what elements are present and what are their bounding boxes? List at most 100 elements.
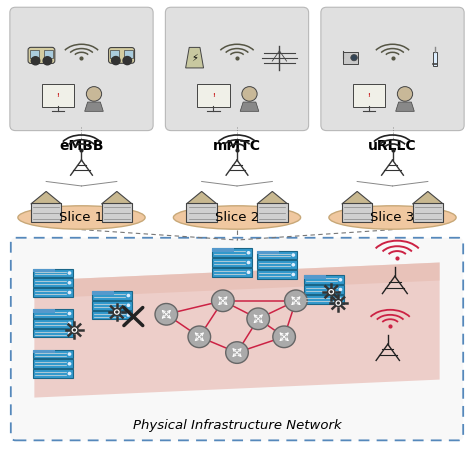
FancyBboxPatch shape [33, 288, 73, 297]
FancyBboxPatch shape [212, 258, 252, 267]
Circle shape [127, 304, 130, 307]
FancyBboxPatch shape [92, 311, 132, 319]
Polygon shape [240, 102, 259, 111]
Circle shape [115, 310, 118, 313]
Polygon shape [85, 102, 103, 111]
Circle shape [338, 298, 342, 301]
Ellipse shape [173, 206, 301, 229]
FancyBboxPatch shape [33, 369, 73, 378]
Circle shape [86, 87, 101, 101]
Circle shape [68, 291, 72, 294]
Circle shape [68, 372, 72, 376]
FancyBboxPatch shape [10, 7, 153, 130]
Circle shape [155, 304, 178, 325]
Circle shape [68, 271, 72, 275]
FancyBboxPatch shape [257, 203, 288, 222]
Text: !: ! [56, 93, 59, 98]
FancyBboxPatch shape [353, 84, 385, 107]
Circle shape [246, 270, 250, 274]
Text: Slice 3: Slice 3 [370, 211, 415, 224]
Circle shape [68, 331, 72, 335]
Circle shape [73, 328, 76, 332]
FancyBboxPatch shape [342, 203, 373, 222]
Text: Slice 2: Slice 2 [215, 211, 259, 224]
Polygon shape [396, 102, 414, 111]
Text: !: ! [367, 93, 370, 98]
Text: eMBB: eMBB [59, 139, 104, 153]
Ellipse shape [329, 206, 456, 229]
Text: mMTC: mMTC [213, 139, 261, 153]
Circle shape [127, 313, 130, 317]
Circle shape [43, 57, 52, 65]
FancyBboxPatch shape [92, 291, 114, 294]
FancyBboxPatch shape [28, 48, 55, 63]
FancyBboxPatch shape [101, 203, 132, 222]
FancyBboxPatch shape [257, 251, 297, 260]
FancyBboxPatch shape [197, 84, 230, 107]
Circle shape [71, 327, 78, 333]
Polygon shape [412, 192, 443, 204]
FancyBboxPatch shape [257, 260, 297, 269]
FancyBboxPatch shape [33, 329, 73, 337]
Circle shape [127, 294, 130, 297]
Circle shape [329, 290, 333, 294]
Circle shape [337, 301, 340, 304]
Text: uRLLC: uRLLC [368, 139, 417, 153]
Circle shape [211, 290, 234, 312]
FancyBboxPatch shape [92, 301, 132, 310]
FancyBboxPatch shape [33, 309, 55, 313]
FancyBboxPatch shape [31, 203, 62, 222]
Circle shape [68, 352, 72, 356]
Polygon shape [257, 192, 288, 204]
Bar [30, 50, 39, 58]
Bar [110, 50, 119, 58]
Polygon shape [35, 263, 439, 398]
Circle shape [247, 308, 270, 330]
FancyBboxPatch shape [257, 251, 279, 254]
FancyBboxPatch shape [304, 275, 326, 279]
Text: Physical Infrastructure Network: Physical Infrastructure Network [133, 419, 341, 433]
FancyBboxPatch shape [33, 350, 73, 358]
Polygon shape [342, 192, 373, 204]
FancyBboxPatch shape [412, 203, 443, 222]
Polygon shape [186, 48, 203, 68]
Circle shape [246, 261, 250, 264]
Circle shape [68, 362, 72, 366]
Circle shape [335, 299, 342, 307]
Circle shape [68, 322, 72, 325]
FancyBboxPatch shape [33, 309, 73, 318]
FancyBboxPatch shape [42, 84, 74, 107]
Circle shape [351, 54, 357, 61]
Circle shape [397, 87, 413, 101]
Circle shape [123, 57, 131, 65]
FancyBboxPatch shape [33, 269, 73, 277]
FancyBboxPatch shape [257, 270, 297, 279]
FancyBboxPatch shape [212, 268, 252, 277]
Text: ⚡: ⚡ [191, 53, 198, 63]
Polygon shape [186, 192, 217, 204]
Circle shape [338, 288, 342, 291]
Text: !: ! [212, 93, 215, 98]
Polygon shape [31, 192, 62, 204]
FancyBboxPatch shape [33, 359, 73, 368]
Circle shape [246, 251, 250, 255]
Polygon shape [35, 263, 439, 299]
FancyBboxPatch shape [165, 7, 309, 130]
Circle shape [284, 290, 307, 312]
Circle shape [273, 326, 295, 347]
FancyBboxPatch shape [343, 52, 357, 63]
Polygon shape [101, 192, 132, 204]
Circle shape [113, 308, 120, 315]
Circle shape [292, 253, 295, 257]
Bar [44, 50, 53, 58]
Circle shape [328, 288, 335, 295]
FancyBboxPatch shape [33, 350, 55, 353]
Circle shape [31, 57, 40, 65]
FancyBboxPatch shape [304, 285, 344, 294]
FancyBboxPatch shape [304, 295, 344, 304]
Circle shape [242, 87, 257, 101]
FancyBboxPatch shape [212, 248, 234, 252]
FancyBboxPatch shape [321, 7, 464, 130]
FancyBboxPatch shape [186, 203, 217, 222]
Text: Slice 1: Slice 1 [59, 211, 104, 224]
